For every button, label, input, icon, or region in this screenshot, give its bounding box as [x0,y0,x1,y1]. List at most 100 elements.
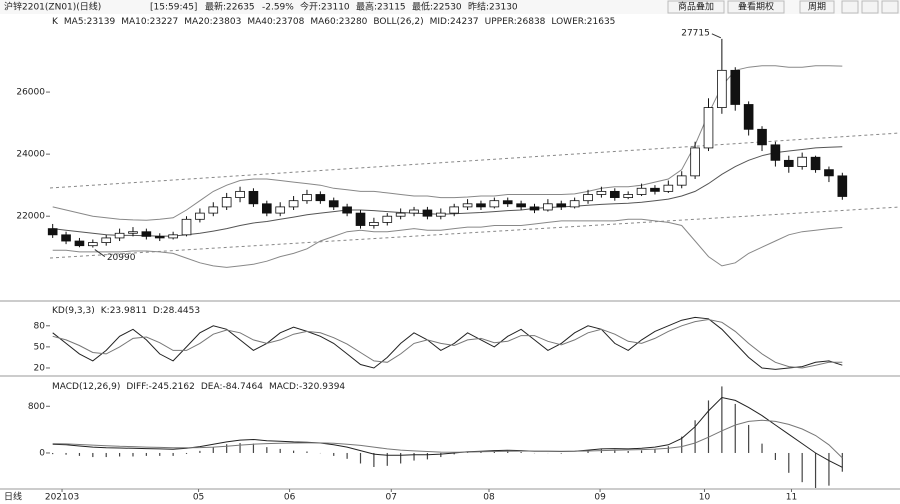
button-label[interactable]: 商品叠加 [678,1,714,13]
candle-body [717,69,727,108]
legend: MACD(12,26,9) DIFF:-245.2162 DEA:-84.7464 M… [52,382,345,392]
candle-body [543,203,553,211]
symbol: 沪锌2201(ZN01)(日线) [4,1,101,13]
candle-body [61,234,71,242]
candle-body [529,206,540,211]
legend-item: UPPER:26838 [485,17,546,27]
x-tick-label: 05 [193,493,204,503]
y-tick-label: 26000 [16,88,45,98]
y-tick-label: 24000 [16,150,45,160]
open-price: 今开:23110 [300,1,350,13]
candle-body [221,197,232,208]
candle-body [676,175,687,186]
candle-body [422,209,433,217]
legend-item: MACD(12,26,9) [52,382,120,392]
button[interactable] [667,0,725,14]
candle-body [154,235,165,239]
legend-item: D:28.4453 [153,306,200,316]
button-label[interactable]: 周期 [808,2,826,13]
legend: K MA5:23139 MA10:23227 MA20:23803 MA40:23708… [52,17,615,27]
candle-body [395,212,406,217]
series-line [52,318,843,369]
prev-settle: 昨结:23130 [468,1,518,13]
y-tick-label: 22000 [16,212,45,222]
legend-item: KD(9,3,3) [52,306,95,316]
button[interactable] [799,0,835,14]
candle-body [502,200,513,205]
annotation: 27715 [681,28,710,38]
annotation: 20990 [107,253,136,263]
candle-body [489,200,500,208]
x-tick-label: 06 [284,493,296,503]
trend-line [49,206,900,259]
candle-body [703,107,714,149]
x-tick-label: 202103 [45,493,79,503]
last-price: 最新:22635 [205,1,255,13]
candle-body [315,194,326,202]
legend-item: K:23.9811 [101,306,147,316]
x-tick-label: 09 [594,493,606,503]
candle-body [770,144,781,161]
y-tick-label: 80 [34,321,46,331]
candle-body [302,194,312,202]
candle-body [462,203,473,208]
legend-item: BOLL(26,2) [373,17,423,27]
series-line [52,218,843,268]
candle-body [583,194,593,202]
candle-body [730,69,741,105]
candle-body [88,242,98,247]
candle-body [435,212,446,217]
candle-body [623,194,633,198]
candle-body [569,200,580,208]
annotation-pointer [711,33,722,39]
low-price: 最低:22530 [412,1,462,13]
y-tick-label: 50 [34,342,46,352]
candle-body [168,234,178,239]
candle-body [449,206,460,214]
candle-body [288,200,299,208]
candle-body [516,203,526,208]
legend-item: DEA:-84.7464 [201,382,263,392]
candle-body [476,203,486,208]
candle-body [248,190,259,205]
candle-body [74,240,85,247]
legend-item: DIFF:-245.2162 [126,382,194,392]
candle-body [181,218,192,236]
x-tick-label: 11 [786,493,797,503]
candle-body [757,128,767,146]
legend-item: MA5:23139 [64,17,116,27]
candle-body [609,190,620,198]
candle-body [262,203,272,214]
change: -2.59% [262,3,294,13]
x-tick-label: 07 [386,493,397,503]
legend-item: LOWER:21635 [551,17,615,27]
button-label[interactable]: 叠看期权 [738,1,774,13]
candle-body [797,156,807,167]
icon-button[interactable] [881,0,899,14]
candle-body [783,159,794,167]
candle-body [47,228,58,236]
candle-body [690,147,700,177]
candle-body [128,231,138,234]
candle-body [556,203,567,208]
candle-body [369,222,379,226]
legend-item: MA60:23280 [310,17,367,27]
candle-body [409,209,419,214]
series-line [52,419,843,459]
candle-body [235,190,245,198]
candle-body [208,206,219,214]
button[interactable] [727,0,785,14]
candle-body [663,184,674,192]
legend-item: MA10:23227 [121,17,178,27]
legend-item: MACD:-320.9394 [269,382,345,392]
legend-item: MA40:23708 [247,17,304,27]
candle-body [275,206,286,214]
x-axis-label: 日线 [4,491,22,503]
candle-body [355,212,366,226]
icon-button[interactable] [861,0,879,14]
annotation-pointer [94,249,106,257]
candle-body [636,187,647,195]
candle-body [824,169,834,177]
icon-button[interactable] [841,0,859,14]
